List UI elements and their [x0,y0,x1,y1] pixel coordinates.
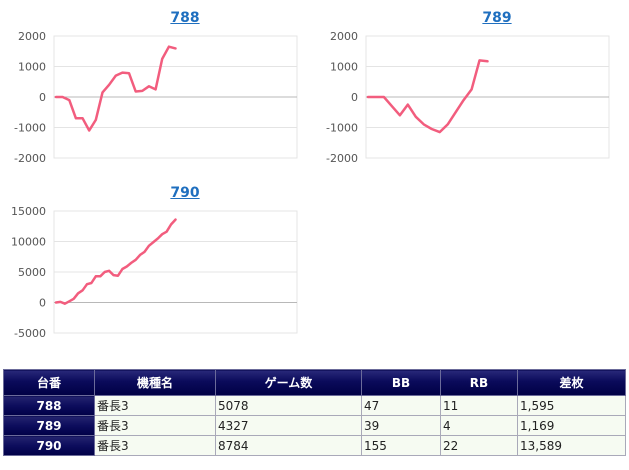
y-tick-label: 15000 [11,205,46,218]
y-tick-label: 0 [351,91,358,104]
rb-cell: 22 [440,435,518,456]
game-count-cell: 5078 [215,395,362,416]
game-count-cell: 8784 [215,435,362,456]
difference-cell: 13,589 [517,435,626,456]
model-name-cell: 番長3 [94,435,216,456]
chart-title-link[interactable]: 789 [482,10,512,26]
y-tick-label: 5000 [18,266,46,279]
y-tick-label: -2000 [326,152,358,165]
column-header-rb: RB [440,369,518,396]
y-tick-label: -1000 [326,122,358,135]
table-row: 790 番長3 8784 155 22 13,589 [3,435,626,456]
y-tick-label: -1000 [14,122,46,135]
y-tick-label: 10000 [11,236,46,249]
line-chart: 2000 1000 0 -1000 -2000 [326,30,610,165]
column-header-model-name: 機種名 [94,369,216,396]
series-line [54,45,177,132]
series-line [366,59,489,134]
bb-cell: 47 [361,395,441,416]
line-chart: 2000 1000 0 -1000 -2000 [14,30,298,165]
machine-number-cell: 790 [3,435,95,456]
difference-cell: 1,169 [517,415,626,436]
machine-results-table: 台番 機種名 ゲーム数 BB RB 差枚 788 番長3 5078 47 11 … [3,369,626,456]
chart-panel-788: 788 2000 1000 0 -1000 -2000 [0,8,310,178]
y-tick-label: 1000 [330,61,358,74]
y-tick-label: 0 [39,91,46,104]
game-count-cell: 4327 [215,415,362,436]
machine-number-cell: 788 [3,395,95,416]
column-header-machine-number: 台番 [3,369,95,396]
rb-cell: 4 [440,415,518,436]
chart-panel-790: 790 15000 10000 5000 0 -5000 [0,183,310,353]
difference-cell: 1,595 [517,395,626,416]
chart-title-link[interactable]: 790 [170,185,200,201]
y-tick-label: -5000 [14,327,46,340]
rb-cell: 11 [440,395,518,416]
model-name-cell: 番長3 [94,415,216,436]
table-row: 788 番長3 5078 47 11 1,595 [3,395,626,416]
chart-panel-789: 789 2000 1000 0 -1000 -2000 [312,8,622,178]
column-header-difference: 差枚 [517,369,626,396]
bb-cell: 155 [361,435,441,456]
model-name-cell: 番長3 [94,395,216,416]
y-tick-label: 0 [39,297,46,310]
line-chart: 15000 10000 5000 0 -5000 [11,205,298,340]
y-tick-label: -2000 [14,152,46,165]
table-row: 789 番長3 4327 39 4 1,169 [3,415,626,436]
column-header-game-count: ゲーム数 [215,369,362,396]
machine-number-cell: 789 [3,415,95,436]
series-line [54,218,177,305]
table-header-row: 台番 機種名 ゲーム数 BB RB 差枚 [3,369,626,396]
y-tick-label: 2000 [330,30,358,43]
chart-title-link[interactable]: 788 [170,10,200,26]
column-header-bb: BB [361,369,441,396]
y-tick-label: 2000 [18,30,46,43]
bb-cell: 39 [361,415,441,436]
y-tick-label: 1000 [18,61,46,74]
